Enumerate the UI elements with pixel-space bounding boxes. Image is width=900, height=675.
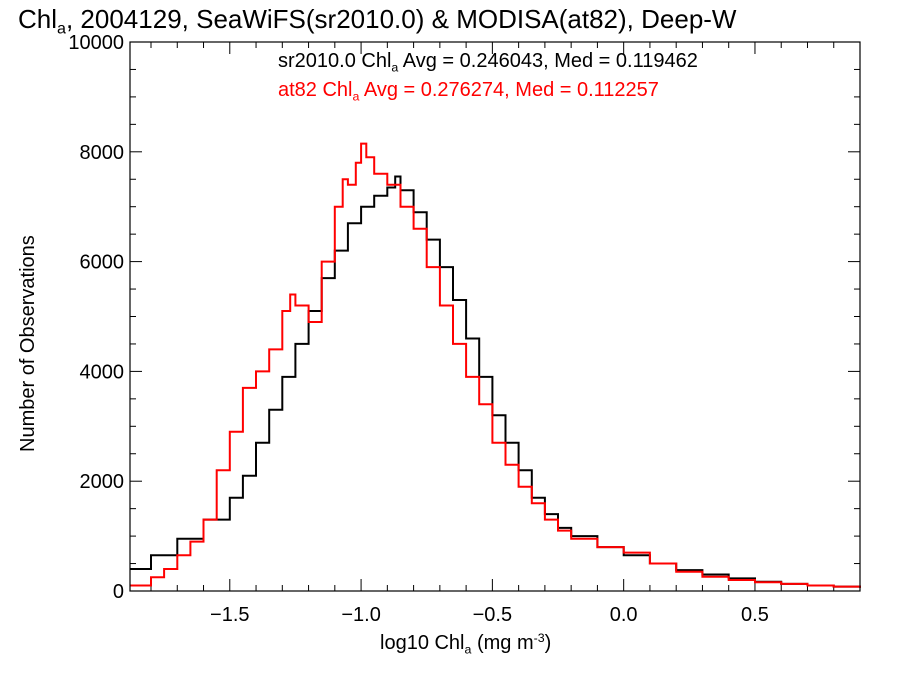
series-layer	[130, 142, 861, 588]
x-tick-label: −0.5	[473, 604, 512, 626]
x-axis-label: log10 Chla (mg m-3)	[380, 631, 552, 657]
series-line-at82	[130, 142, 861, 588]
legend-entry-at82: at82 Chla Avg = 0.276274, Med = 0.112257	[278, 79, 659, 104]
y-tick-label: 0	[113, 581, 124, 603]
y-tick-label: 8000	[80, 142, 125, 164]
plot-frame	[129, 41, 861, 592]
x-tick-label: 0.0	[610, 604, 638, 626]
tick-labels: −1.5 −1.0 −0.5 0.0 0.5 0 2000 4000 6000 8000 10000	[68, 32, 768, 626]
x-tick-label: −1.0	[341, 604, 380, 626]
x-tick-label: 0.5	[741, 604, 769, 626]
chart-title: Chla, 2004129, SeaWiFS(sr2010.0) & MODIS…	[18, 4, 737, 38]
y-tick-label: 6000	[80, 252, 125, 274]
series-line-sr2010	[130, 175, 861, 588]
y-tick-label: 10000	[68, 32, 124, 54]
x-tick-label: −1.5	[210, 604, 249, 626]
y-axis-label: Number of Observations	[17, 235, 39, 452]
axis-ticks	[130, 41, 861, 592]
y-tick-label: 4000	[80, 361, 125, 383]
y-tick-label: 2000	[80, 471, 125, 493]
legend-entry-sr2010: sr2010.0 Chla Avg = 0.246043, Med = 0.11…	[278, 50, 698, 75]
